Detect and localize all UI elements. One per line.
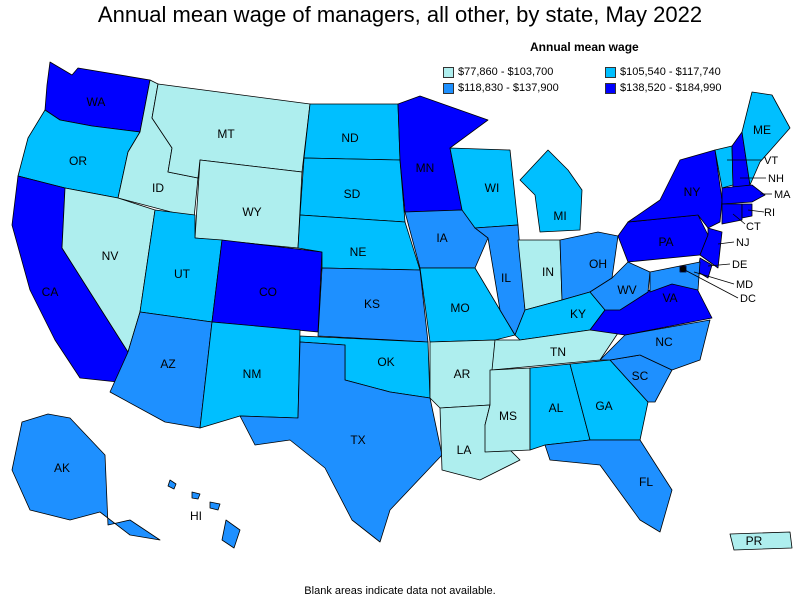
state-label-ri: RI (764, 207, 775, 219)
state-label-ok: OK (377, 355, 394, 369)
state-shape-ct[interactable] (721, 203, 743, 225)
state-label-nj: NJ (736, 237, 749, 249)
state-label-ct: CT (746, 221, 761, 233)
state-shape-nj[interactable] (699, 227, 723, 269)
leader-line-dc (682, 268, 739, 299)
map-title: Annual mean wage of managers, all other,… (97, 2, 703, 27)
state-label-al: AL (549, 401, 564, 415)
state-label-az: AZ (160, 357, 175, 371)
state-label-ga: GA (595, 399, 612, 413)
leader-line-md (693, 271, 735, 285)
legend-swatch-bin-1 (605, 66, 616, 78)
leader-line-ri (747, 209, 765, 213)
legend-title: Annual mean wage (530, 40, 639, 54)
legend-item-bin-1: $105,540 - $117,740 (605, 66, 721, 78)
dc-marker (680, 266, 686, 272)
leader-line-ct (732, 213, 746, 225)
footnote: Blank areas indicate data not available. (304, 585, 496, 597)
state-label-il: IL (501, 271, 511, 285)
state-label-ar: AR (454, 367, 471, 381)
state-shapes (11, 61, 793, 551)
state-label-va: VA (662, 291, 677, 305)
state-shape-fl[interactable] (544, 439, 673, 533)
legend-swatch-bin-3 (605, 82, 616, 94)
state-label-vt: VT (764, 155, 778, 167)
legend-label-bin-3: $138,520 - $184,990 (620, 82, 722, 94)
legend-swatch-bin-2 (443, 82, 454, 94)
state-shape-ak[interactable] (11, 413, 161, 541)
state-label-md: MD (736, 279, 753, 291)
state-label-ut: UT (174, 267, 191, 281)
state-label-ma: MA (774, 189, 791, 201)
state-label-mi: MI (553, 209, 566, 223)
state-shape-hi[interactable] (167, 479, 241, 549)
state-shape-ri[interactable] (741, 203, 753, 219)
state-label-sc: SC (632, 369, 649, 383)
state-label-hi: HI (190, 509, 202, 523)
state-shape-wy[interactable] (194, 159, 303, 249)
state-shape-ma[interactable] (721, 184, 766, 205)
state-label-nm: NM (243, 367, 262, 381)
state-shape-pr[interactable] (729, 531, 793, 551)
state-shape-wv[interactable] (589, 261, 651, 311)
state-label-pr: PR (746, 534, 763, 548)
legend-label-bin-1: $105,540 - $117,740 (620, 66, 721, 78)
state-label-ak: AK (54, 461, 70, 475)
state-label-id: ID (152, 181, 164, 195)
state-shape-me[interactable] (741, 91, 791, 186)
state-shape-mi[interactable] (519, 149, 583, 233)
state-shape-md[interactable] (649, 261, 701, 293)
state-label-nv: NV (102, 249, 119, 263)
state-label-wy: WY (242, 205, 261, 219)
state-label-nd: ND (341, 131, 359, 145)
state-label-me: ME (753, 123, 771, 137)
legend-item-bin-0: $77,860 - $103,700 (443, 66, 553, 78)
state-label-de: DE (732, 259, 747, 271)
state-shape-ga[interactable] (569, 359, 649, 441)
state-label-tx: TX (350, 433, 365, 447)
state-label-oh: OH (589, 257, 607, 271)
state-label-in: IN (542, 265, 554, 279)
leader-line-nj (717, 241, 735, 245)
state-label-or: OR (69, 154, 87, 168)
state-label-la: LA (457, 443, 472, 457)
state-label-ne: NE (350, 245, 367, 259)
state-shape-tx[interactable] (239, 341, 443, 543)
state-label-ks: KS (364, 297, 380, 311)
state-label-mn: MN (416, 161, 435, 175)
state-label-ky: KY (570, 307, 586, 321)
state-label-dc: DC (740, 293, 756, 305)
state-label-ca: CA (42, 285, 59, 299)
legend-swatch-bin-0 (443, 66, 454, 78)
legend-item-bin-3: $138,520 - $184,990 (605, 82, 722, 94)
legend-item-bin-2: $118,830 - $137,900 (443, 82, 559, 94)
state-label-wi: WI (485, 181, 500, 195)
legend-label-bin-2: $118,830 - $137,900 (458, 82, 559, 94)
state-label-tn: TN (550, 345, 566, 359)
state-label-mt: MT (217, 127, 235, 141)
state-label-nh: NH (768, 173, 784, 185)
state-labels: WA OR CA ID NV MT WY UT AZ CO NM ND SD N… (42, 95, 791, 548)
state-shape-ny[interactable] (627, 149, 723, 229)
state-label-fl: FL (639, 475, 653, 489)
state-label-ia: IA (436, 231, 447, 245)
state-label-sd: SD (344, 187, 361, 201)
state-shape-in[interactable] (517, 239, 563, 311)
state-label-nc: NC (655, 335, 673, 349)
state-label-co: CO (259, 285, 277, 299)
state-shape-ia[interactable] (404, 209, 489, 269)
state-label-ms: MS (499, 409, 517, 423)
state-label-pa: PA (658, 235, 673, 249)
state-label-ny: NY (684, 185, 701, 199)
legend-label-bin-0: $77,860 - $103,700 (458, 66, 554, 78)
state-label-mo: MO (450, 301, 469, 315)
state-label-wa: WA (87, 95, 106, 109)
leader-line-de (707, 263, 731, 267)
state-label-wv: WV (617, 283, 636, 297)
